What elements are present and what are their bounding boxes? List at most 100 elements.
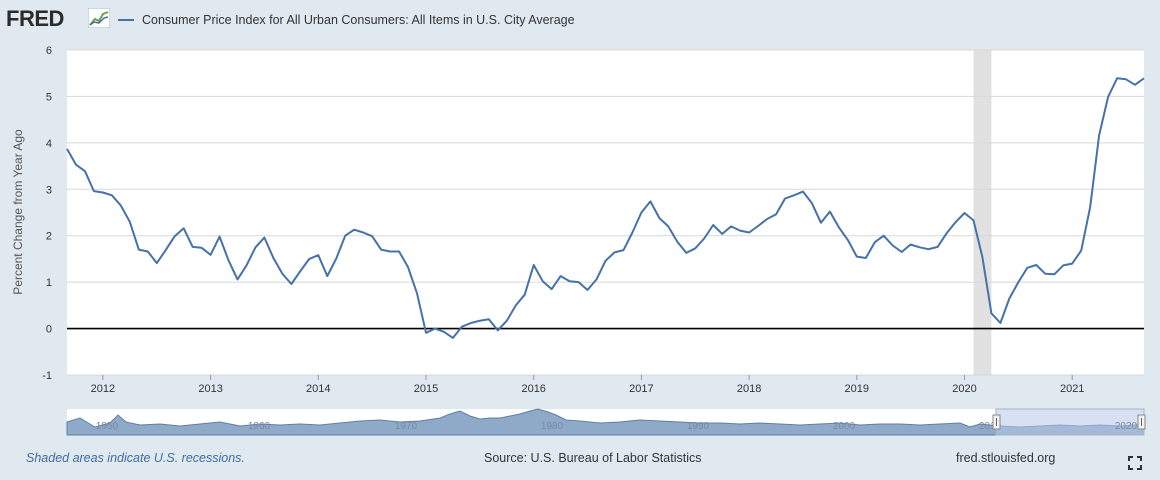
data-point[interactable] [315, 252, 321, 258]
data-point[interactable] [154, 260, 160, 266]
data-point[interactable] [872, 239, 878, 245]
data-point[interactable] [827, 209, 833, 215]
data-point[interactable] [863, 255, 869, 261]
data-point[interactable] [629, 229, 635, 235]
data-point[interactable] [917, 244, 923, 250]
data-point[interactable] [603, 258, 609, 264]
data-point[interactable] [611, 249, 617, 255]
data-point[interactable] [1006, 295, 1012, 301]
data-point[interactable] [1087, 204, 1093, 210]
data-point[interactable] [979, 254, 985, 260]
data-point[interactable] [935, 244, 941, 250]
data-point[interactable] [91, 188, 97, 194]
data-point[interactable] [1015, 279, 1021, 285]
data-point[interactable] [199, 245, 205, 251]
chart-area[interactable]: -1 0 1 2 3 4 5 6 2012 2013 2014 2015 2016 2017 2018 20… [0, 40, 1160, 446]
data-point[interactable] [683, 250, 689, 256]
data-point[interactable] [306, 256, 312, 262]
data-point[interactable] [208, 252, 214, 258]
cpi-series-line[interactable] [66, 77, 1145, 339]
data-point[interactable] [297, 268, 303, 274]
data-point[interactable] [477, 318, 483, 324]
data-point[interactable] [567, 278, 573, 284]
data-point[interactable] [387, 249, 393, 255]
data-point[interactable] [755, 223, 761, 229]
data-point[interactable] [594, 276, 600, 282]
data-point[interactable] [288, 281, 294, 287]
data-point[interactable] [549, 286, 555, 292]
data-point[interactable] [396, 249, 402, 255]
data-point[interactable] [899, 249, 905, 255]
data-point[interactable] [495, 327, 501, 333]
data-point[interactable] [163, 247, 169, 253]
data-point[interactable] [818, 220, 824, 226]
data-point[interactable] [441, 329, 447, 335]
data-point[interactable] [145, 249, 151, 255]
data-point[interactable] [962, 210, 968, 216]
data-point[interactable] [728, 223, 734, 229]
data-point[interactable] [172, 233, 178, 239]
data-point[interactable] [82, 168, 88, 174]
data-point[interactable] [136, 247, 142, 253]
data-point[interactable] [773, 211, 779, 217]
data-point[interactable] [1123, 76, 1129, 82]
data-point[interactable] [845, 237, 851, 243]
data-point[interactable] [656, 215, 662, 221]
data-point[interactable] [890, 242, 896, 248]
data-point[interactable] [1105, 94, 1111, 100]
data-point[interactable] [692, 245, 698, 251]
data-point[interactable] [1114, 75, 1120, 81]
data-point[interactable] [881, 233, 887, 239]
data-point[interactable] [926, 246, 932, 252]
data-point[interactable] [854, 254, 860, 260]
data-point[interactable] [127, 219, 133, 225]
data-point[interactable] [100, 190, 106, 196]
data-point[interactable] [181, 225, 187, 231]
data-point[interactable] [1078, 248, 1084, 254]
data-point[interactable] [908, 242, 914, 248]
data-point[interactable] [118, 203, 124, 209]
fullscreen-icon[interactable] [1128, 456, 1142, 470]
data-point[interactable] [953, 219, 959, 225]
data-point[interactable] [235, 276, 241, 282]
data-point[interactable] [1042, 271, 1048, 277]
data-point[interactable] [504, 318, 510, 324]
data-point[interactable] [665, 223, 671, 229]
data-point[interactable] [638, 210, 644, 216]
data-point[interactable] [468, 320, 474, 326]
data-point[interactable] [432, 326, 438, 332]
data-point[interactable] [333, 255, 339, 261]
data-point[interactable] [1024, 265, 1030, 271]
data-point[interactable] [351, 227, 357, 233]
range-navigator[interactable]: 1950 1960 1970 1980 1990 2000 2010 2020 [66, 408, 1146, 436]
data-point[interactable] [369, 233, 375, 239]
data-point[interactable] [226, 257, 232, 263]
data-point[interactable] [674, 239, 680, 245]
data-point[interactable] [620, 247, 626, 253]
data-point[interactable] [791, 192, 797, 198]
data-point[interactable] [764, 216, 770, 222]
data-point[interactable] [190, 244, 196, 250]
data-point[interactable] [737, 228, 743, 234]
data-point[interactable] [800, 189, 806, 195]
data-point[interactable] [540, 278, 546, 284]
data-point[interactable] [261, 235, 267, 241]
data-point[interactable] [1033, 262, 1039, 268]
data-point[interactable] [836, 224, 842, 230]
data-point[interactable] [1141, 75, 1147, 81]
data-point[interactable] [450, 335, 456, 341]
data-point[interactable] [997, 320, 1003, 326]
data-point[interactable] [423, 330, 429, 336]
data-point[interactable] [414, 290, 420, 296]
data-point[interactable] [1096, 132, 1102, 138]
data-point[interactable] [217, 234, 223, 240]
data-point[interactable] [585, 287, 591, 293]
data-point[interactable] [531, 262, 537, 268]
chart-legend[interactable]: Consumer Price Index for All Urban Consu… [118, 10, 575, 30]
data-point[interactable] [558, 273, 564, 279]
data-point[interactable] [360, 229, 366, 235]
data-point[interactable] [719, 231, 725, 237]
navigator-selected-range[interactable] [995, 408, 1145, 436]
data-point[interactable] [522, 292, 528, 298]
data-point[interactable] [1060, 262, 1066, 268]
